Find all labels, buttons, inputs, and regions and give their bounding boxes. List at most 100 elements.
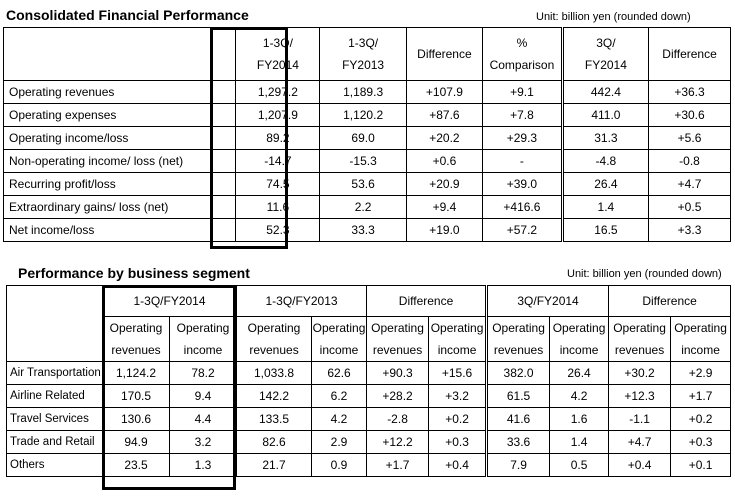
subheader-operating-revenues: Operating revenues <box>102 316 170 362</box>
subheader-line: Operating <box>371 321 424 335</box>
subheader-operating-income: Operating income <box>549 316 610 362</box>
group-3q-fy2014: 3Q/FY2014 <box>485 285 610 317</box>
subheader-line: revenues <box>249 343 299 357</box>
subheader-operating-income: Operating income <box>670 316 732 362</box>
table-cell: -14.7 <box>235 149 321 173</box>
table-cell: +0.3 <box>670 430 732 454</box>
table-cell: 53.6 <box>319 172 407 196</box>
table-row: Trade and Retail 94.9 3.2 82.6 2.9 +12.2 +0.3 3… <box>6 430 732 454</box>
subheader-line: revenues <box>372 343 423 357</box>
segment-title: Performance by business segment <box>18 265 250 281</box>
subheader-operating-revenues: Operating revenues <box>366 316 430 362</box>
table-cell: 4.4 <box>168 407 238 431</box>
table-cell: +12.3 <box>608 384 672 408</box>
row-label: Recurring profit/loss <box>2 172 237 196</box>
table-cell: +12.2 <box>366 430 430 454</box>
table-cell: +3.3 <box>648 218 731 242</box>
table-cell: +0.1 <box>670 453 732 477</box>
table-cell: -0.8 <box>648 149 731 173</box>
table-cell: -15.3 <box>319 149 407 173</box>
header-line: FY2014 <box>584 58 627 72</box>
row-label: Operating expenses <box>2 103 237 127</box>
table-cell: +0.6 <box>405 149 484 173</box>
table-cell: 41.6 <box>485 407 551 431</box>
table-row: Air Transportation 1,124.2 78.2 1,033.8 62.6… <box>6 361 732 385</box>
table-cell: 2.9 <box>311 430 368 454</box>
table-cell: +107.9 <box>405 80 484 104</box>
table-cell: 82.6 <box>236 430 313 454</box>
table-cell: 442.4 <box>560 80 650 104</box>
table-cell: 1.3 <box>168 453 238 477</box>
table-cell: 133.5 <box>236 407 313 431</box>
table-row: Airline Related 170.5 9.4 142.2 6.2 +28.2 +3.2… <box>6 384 732 408</box>
subheader-line: Operating <box>492 321 545 335</box>
table-cell: 1,120.2 <box>319 103 407 127</box>
table-cell: 1,033.8 <box>236 361 313 385</box>
table-row: Operating income/loss 89.2 69.0 +20.2 +29.3 3… <box>2 126 731 150</box>
table-cell: +4.7 <box>608 430 672 454</box>
segment-subheader-row: Operating revenues Operating income Operatin… <box>7 316 732 362</box>
table-cell: 1.4 <box>560 195 650 219</box>
table-cell: +29.3 <box>482 126 563 150</box>
table-cell: +0.4 <box>428 453 488 477</box>
header-3q-fy2014: 3Q/ FY2014 <box>560 27 650 81</box>
header-difference: Difference <box>405 27 484 81</box>
header-1-3q-fy2013: 1-3Q/ FY2013 <box>319 27 407 81</box>
subheader-line: Operating <box>613 321 666 335</box>
subheader-line: Operating <box>312 321 366 335</box>
table-cell: +30.2 <box>608 361 672 385</box>
table-cell: +9.1 <box>482 80 563 104</box>
table-row: Extraordinary gains/ loss (net) 11.6 2.2 +9… <box>2 195 731 219</box>
table-cell: 62.6 <box>311 361 368 385</box>
subheader-operating-revenues: Operating revenues <box>485 316 551 362</box>
table-cell: 16.5 <box>560 218 650 242</box>
table-cell: +416.6 <box>482 195 563 219</box>
table-cell: - <box>482 149 563 173</box>
table-row: Others 23.5 1.3 21.7 0.9 +1.7 +0.4 7.9 0.5 +0.4 +0… <box>6 453 732 477</box>
subheader-line: income <box>559 343 599 357</box>
table-cell: 23.5 <box>102 453 170 477</box>
group-difference: Difference <box>366 285 488 317</box>
row-label: Travel Services <box>6 407 103 431</box>
subheader-line: Operating <box>430 321 484 335</box>
table-cell: 382.0 <box>485 361 551 385</box>
table-cell: 74.5 <box>235 172 321 196</box>
table-cell: 33.3 <box>319 218 407 242</box>
row-label: Operating income/loss <box>2 126 237 150</box>
table-row: Net income/loss 52.3 33.3 +19.0 +57.2 16.5 +3.… <box>2 218 731 242</box>
group-1-3q-fy2013: 1-3Q/FY2013 <box>236 285 368 317</box>
table-cell: 33.6 <box>485 430 551 454</box>
table-cell: +36.3 <box>648 80 731 104</box>
table-cell: +15.6 <box>428 361 488 385</box>
table-row: Non-operating income/ loss (net) -14.7 -15… <box>2 149 731 173</box>
table-cell: 6.2 <box>311 384 368 408</box>
subheader-line: Operating <box>674 321 727 335</box>
table-cell: 3.2 <box>168 430 238 454</box>
table-cell: 0.5 <box>549 453 610 477</box>
subheader-line: income <box>319 343 359 357</box>
header-line: 1-3Q/ <box>348 36 379 50</box>
subheader-operating-income: Operating income <box>168 316 238 362</box>
consolidated-unit-note: Unit: billion yen (rounded down) <box>536 11 691 23</box>
header-1-3q-fy2014: 1-3Q/ FY2014 <box>235 27 321 81</box>
table-cell: 52.3 <box>235 218 321 242</box>
table-cell: +0.4 <box>608 453 672 477</box>
table-cell: 26.4 <box>560 172 650 196</box>
table-cell: +19.0 <box>405 218 484 242</box>
table-cell: 61.5 <box>485 384 551 408</box>
row-label: Others <box>6 453 103 477</box>
table-row: Recurring profit/loss 74.5 53.6 +20.9 +39.0 2… <box>2 172 731 196</box>
table-cell: 1.4 <box>549 430 610 454</box>
table-cell: +90.3 <box>366 361 430 385</box>
table-cell: +5.6 <box>648 126 731 150</box>
table-cell: +57.2 <box>482 218 563 242</box>
table-cell: 31.3 <box>560 126 650 150</box>
table-cell: 94.9 <box>102 430 170 454</box>
header-line: FY2013 <box>342 58 385 72</box>
header-corner <box>2 27 237 81</box>
table-cell: 11.6 <box>235 195 321 219</box>
header-line: Comparison <box>489 58 555 72</box>
table-cell: +1.7 <box>366 453 430 477</box>
header-line: 1-3Q/ <box>262 36 293 50</box>
row-label: Extraordinary gains/ loss (net) <box>2 195 237 219</box>
